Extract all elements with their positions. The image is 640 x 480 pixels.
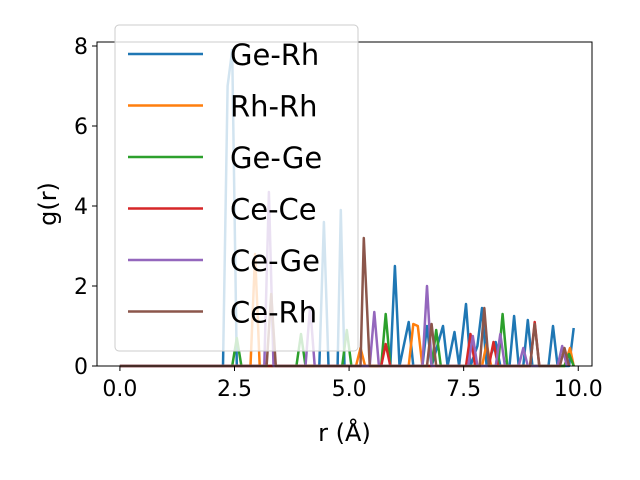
legend-label-3: Ce-Ce bbox=[230, 193, 317, 227]
x-tick-label-1: 2.5 bbox=[217, 377, 252, 402]
y-tick-label-3: 6 bbox=[74, 115, 88, 140]
legend: Ge-Rh Rh-Rh Ge-Ge Ce-Ce Ce-Ge Ce-Rh bbox=[114, 24, 359, 352]
legend-label-5: Ce-Rh bbox=[230, 296, 317, 330]
y-tick-label-1: 2 bbox=[74, 275, 88, 300]
y-axis: 0 2 4 6 8 bbox=[74, 35, 97, 380]
legend-label-1: Rh-Rh bbox=[230, 90, 318, 124]
x-tick-label-2: 5.0 bbox=[332, 377, 367, 402]
y-tick-label-4: 8 bbox=[74, 35, 88, 60]
y-axis-label: g(r) bbox=[34, 182, 62, 226]
x-tick-label-0: 0.0 bbox=[102, 377, 137, 402]
x-axis: 0.0 2.5 5.0 7.5 10.0 bbox=[102, 366, 603, 402]
legend-label-2: Ge-Ge bbox=[230, 141, 322, 175]
y-tick-label-0: 0 bbox=[74, 355, 88, 380]
x-tick-label-4: 10.0 bbox=[554, 377, 603, 402]
legend-label-0: Ge-Rh bbox=[230, 38, 319, 72]
y-tick-label-2: 4 bbox=[74, 195, 88, 220]
x-axis-label: r (Å) bbox=[318, 418, 371, 447]
x-tick-label-3: 7.5 bbox=[446, 377, 481, 402]
legend-label-4: Ce-Ge bbox=[230, 244, 320, 278]
